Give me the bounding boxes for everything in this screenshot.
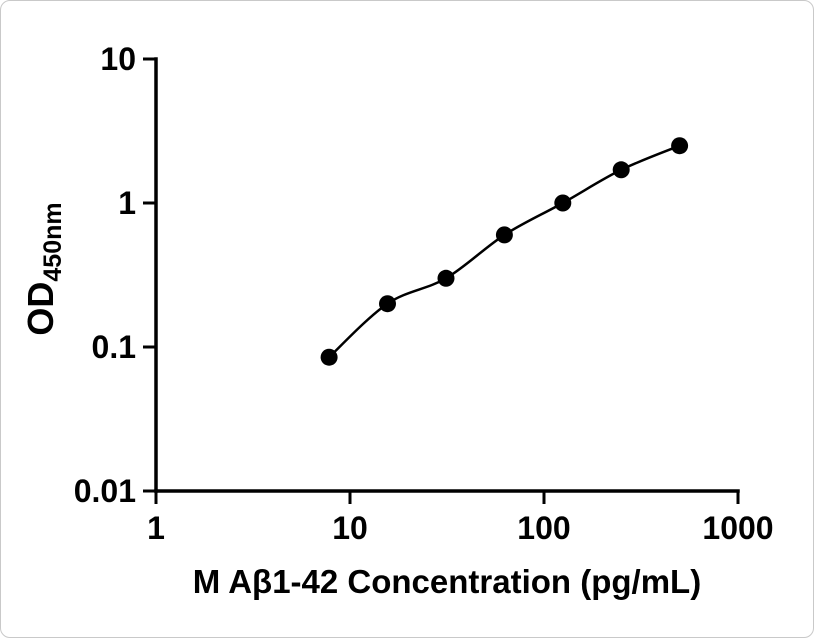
y-axis-title: OD450nm (20, 202, 67, 335)
fit-curve (328, 144, 681, 359)
data-point (554, 194, 572, 212)
x-axis-title: M Aβ1-42 Concentration (pg/mL) (193, 563, 701, 600)
x-tick-label: 1 (147, 510, 165, 546)
y-tick-label: 0.01 (74, 473, 136, 509)
data-point (495, 226, 513, 244)
data-point (320, 348, 338, 366)
x-tick-label: 10 (332, 510, 368, 546)
data-point (379, 295, 396, 313)
x-tick-label: 1000 (702, 510, 773, 546)
y-tick-label: 0.1 (92, 329, 136, 365)
data-point (671, 137, 689, 155)
y-tick-label: 1 (118, 185, 136, 221)
data-point (612, 161, 630, 179)
y-tick-label: 10 (100, 41, 136, 77)
data-point (437, 269, 455, 287)
x-tick-label: 100 (517, 510, 570, 546)
